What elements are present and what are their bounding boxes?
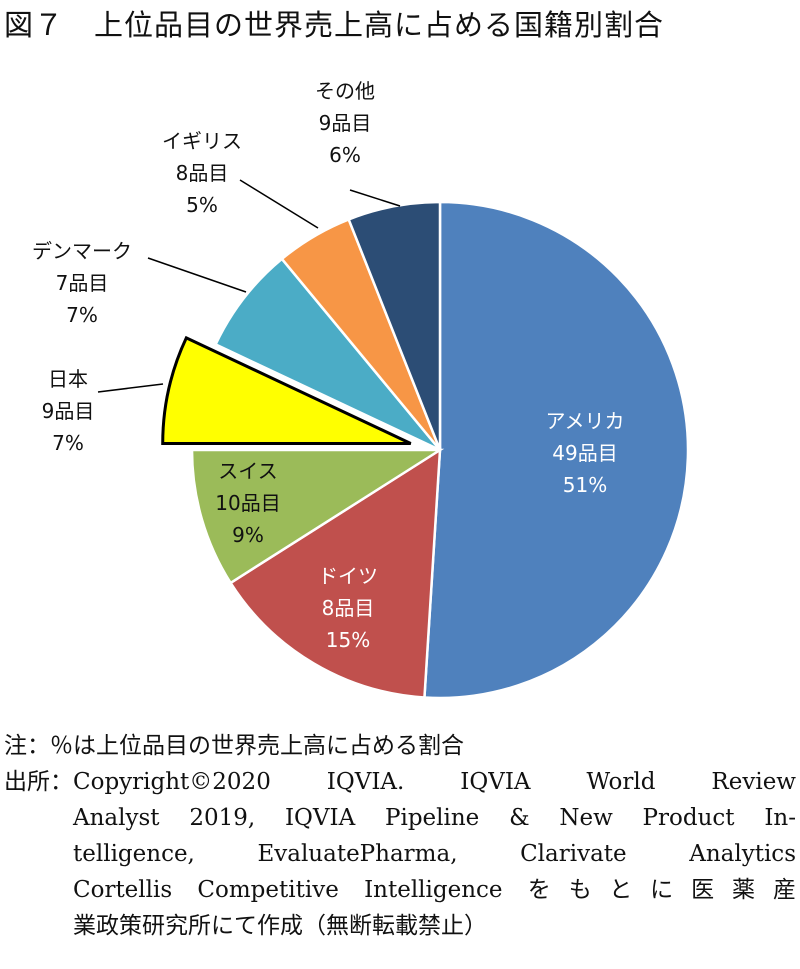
data-label-line: 7品目 (56, 271, 109, 295)
data-label: アメリカ 49品目 51% (546, 409, 625, 497)
source-line: telligence, EvaluatePharma, Clarivate An… (73, 841, 796, 867)
data-label-line: アメリカ (546, 409, 625, 433)
data-label: ドイツ 8品目 15% (318, 564, 378, 652)
data-label-line: 5% (186, 193, 218, 217)
pie-slice-2 (190, 448, 445, 585)
pie-slice-1 (228, 447, 442, 699)
data-label: デンマーク 7品目 7% (32, 239, 132, 327)
data-label-line: 15% (326, 628, 370, 652)
pie-slice-0 (423, 200, 690, 700)
data-label-line: 49品目 (552, 441, 617, 465)
data-label-line: 日本 (48, 367, 88, 391)
data-label-line: 10品目 (215, 491, 280, 515)
note-text: 注：％は上位品目の世界売上高に占める割合 (4, 733, 464, 759)
data-label-line: その他 (315, 79, 375, 103)
data-label: スイス 10品目 9% (215, 459, 280, 547)
data-label: イギリス 8品目 5% (162, 129, 242, 217)
source: 出所： Copyright©2020 IQVIA. IQVIA World Re… (4, 764, 796, 944)
data-label-line: ドイツ (318, 564, 378, 588)
pie-slice-4 (213, 257, 441, 452)
data-label-line: 9品目 (319, 111, 372, 135)
source-line: Analyst 2019, IQVIA Pipeline & New Produ… (73, 805, 796, 831)
source-line: Copyright©2020 IQVIA. IQVIA World Review (73, 769, 796, 795)
data-label-line: 6% (329, 143, 361, 167)
data-label-line: デンマーク (32, 239, 132, 263)
leader-line (239, 179, 319, 229)
source-label: 出所： (4, 769, 73, 795)
data-label-line: 9% (232, 523, 264, 547)
source-line: Cortellis Competitive Intelligence をもとに医… (73, 877, 796, 903)
data-label-line: イギリス (162, 129, 242, 153)
data-label-line: 8品目 (176, 161, 229, 185)
data-label-line: 9品目 (42, 399, 95, 423)
data-label-line: 51% (563, 473, 607, 497)
leader-line (147, 257, 247, 293)
data-label-line: 8品目 (322, 596, 375, 620)
data-label: 日本 9品目 7% (42, 367, 95, 455)
chart-title: 図７ 上位品目の世界売上高に占める国籍別割合 (4, 8, 665, 42)
data-label-line: 7% (52, 431, 84, 455)
source-line: 業政策研究所にて作成（無断転載禁止） (73, 913, 487, 939)
data-label-line: スイス (218, 459, 277, 483)
pie-slice-6 (347, 200, 442, 451)
data-label: その他 9品目 6% (315, 79, 375, 167)
leader-line (349, 189, 401, 207)
pie-slice-3 (161, 335, 412, 445)
leader-line (97, 383, 164, 393)
notes: 注：％は上位品目の世界売上高に占める割合 出所： Copyright©2020 … (4, 728, 796, 944)
data-label-line: 7% (66, 303, 98, 327)
pie-chart: アメリカ 49品目 51%ドイツ 8品目 15%スイス 10品目 9%日本 9品目 7%デンマー… (32, 79, 690, 700)
